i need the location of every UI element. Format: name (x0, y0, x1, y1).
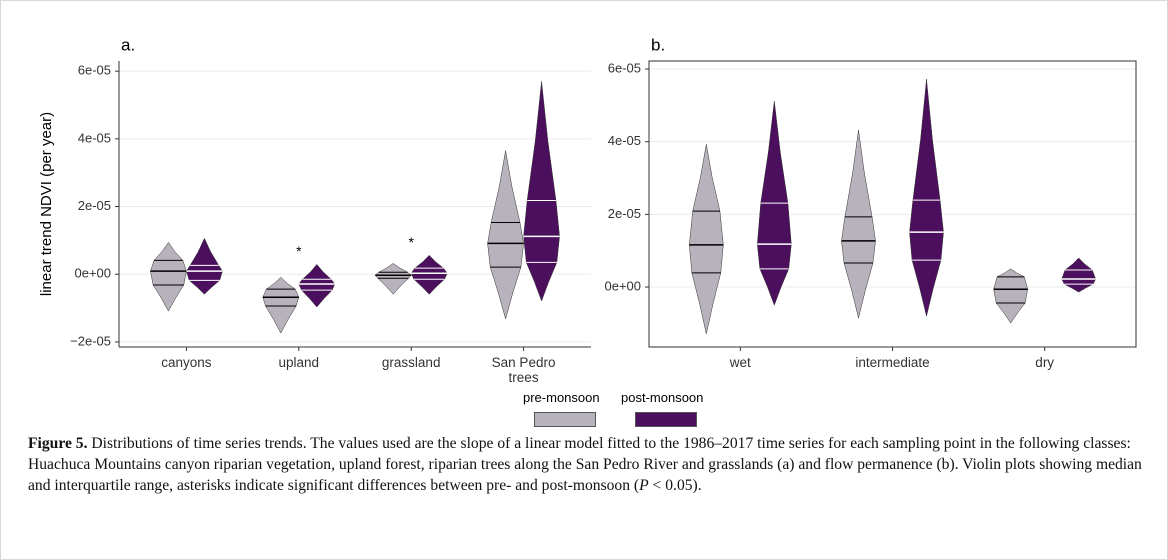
x-tick-label: wet (729, 355, 751, 370)
violin (150, 241, 187, 312)
y-tick-label: 4e-05 (608, 133, 641, 148)
violin (374, 263, 412, 295)
legend-swatch (635, 412, 697, 427)
annotation: * (296, 243, 302, 259)
plot-frame (648, 60, 1137, 348)
caption-label: Figure 5. (28, 435, 88, 452)
legend-label: post-monsoon (621, 390, 704, 405)
x-tick-label: San Pedro trees (491, 355, 556, 385)
x-tick-label: dry (1035, 355, 1055, 370)
violin (487, 150, 524, 320)
y-tick-label: 6e-05 (608, 60, 641, 75)
panel-label: b. (651, 35, 665, 54)
chart: a. linear trend NDVI (per year) −2e-05 0e+0… (38, 35, 1137, 351)
legend-label: pre-monsoon (523, 390, 600, 405)
legend-swatch (534, 412, 596, 427)
violin (841, 130, 876, 318)
caption-text: Distributions of time series trends. The… (28, 435, 1142, 494)
caption-italic: P (639, 477, 649, 494)
violin (298, 264, 336, 308)
violin (262, 276, 300, 334)
violin (186, 237, 223, 295)
panel-label: a. (121, 35, 135, 54)
violin (523, 81, 560, 302)
y-tick-label: 2e-05 (78, 198, 111, 213)
annotation: * (408, 234, 414, 250)
x-tick-label: upland (278, 355, 320, 370)
y-tick-label: −2e-05 (70, 333, 111, 348)
y-tick-label: 0e+00 (74, 266, 111, 281)
y-tick-label: 4e-05 (78, 130, 111, 145)
y-tick-label: 2e-05 (608, 206, 641, 221)
x-tick-label: grassland (381, 355, 441, 370)
violin (689, 144, 724, 334)
caption: Figure 5. Distributions of time series t… (28, 433, 1148, 496)
caption-text: < 0.05). (648, 477, 702, 494)
y-axis-label: linear trend NDVI (per year) (38, 112, 55, 296)
x-tick-label: canyons (161, 355, 212, 370)
x-tick-label: intermediate (855, 355, 930, 370)
y-tick-label: 0e+00 (604, 278, 641, 293)
violin (410, 254, 448, 295)
violin (909, 79, 944, 317)
y-tick-label: 6e-05 (78, 63, 111, 78)
